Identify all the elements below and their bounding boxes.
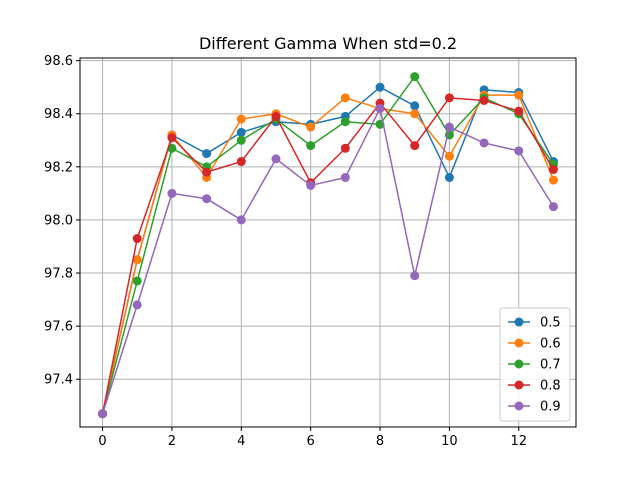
series-line <box>101 107 555 414</box>
series-0.9 <box>98 103 558 419</box>
chart-title: Different Gamma When std=0.2 <box>199 34 457 53</box>
data-point <box>410 72 420 82</box>
x-tick-label: 10 <box>441 434 458 449</box>
data-point <box>479 95 489 105</box>
data-point <box>375 103 385 113</box>
y-tick-label: 97.6 <box>44 320 73 335</box>
legend-marker <box>514 359 524 369</box>
data-point <box>548 175 558 185</box>
legend-marker <box>514 317 524 327</box>
legend-item: 0.8 <box>508 379 561 394</box>
legend-label: 0.6 <box>540 337 561 352</box>
data-point <box>236 157 246 167</box>
data-point <box>548 164 558 174</box>
data-point <box>340 93 350 103</box>
plot-frame <box>79 57 577 428</box>
legend: 0.5 0.6 0.7 0.8 0.9 <box>499 307 571 422</box>
x-tick-label: 6 <box>307 434 315 449</box>
data-point <box>375 82 385 92</box>
legend-label: 0.7 <box>540 358 561 373</box>
data-point <box>202 194 212 204</box>
data-point <box>98 409 108 419</box>
y-tick-label: 98.2 <box>44 160 73 175</box>
axis-ticks: 0 2 4 6 8 10 12 97.4 97.6 97.8 98.0 98.2 98.4 98.6 <box>44 54 527 449</box>
series-group <box>98 72 558 419</box>
data-point <box>479 138 489 148</box>
data-point <box>410 141 420 151</box>
legend-marker <box>514 338 524 348</box>
legend-label: 0.8 <box>540 379 561 394</box>
data-point <box>410 109 420 119</box>
data-point <box>271 154 281 164</box>
legend-marker <box>514 380 524 390</box>
data-point <box>306 122 316 132</box>
y-tick-label: 98.4 <box>44 107 73 122</box>
data-point <box>167 188 177 198</box>
data-point <box>132 234 142 244</box>
data-point <box>236 114 246 124</box>
data-point <box>132 276 142 286</box>
data-point <box>410 271 420 281</box>
x-tick-label: 0 <box>98 434 106 449</box>
data-point <box>514 106 524 116</box>
y-tick-label: 98.0 <box>44 213 73 228</box>
y-tick-label: 97.4 <box>44 373 73 388</box>
data-point <box>514 146 524 156</box>
data-point <box>340 172 350 182</box>
data-point <box>410 101 420 111</box>
data-point <box>236 135 246 145</box>
data-point <box>340 143 350 153</box>
data-point <box>306 180 316 190</box>
series-line <box>101 75 555 414</box>
data-point <box>444 122 454 132</box>
data-point <box>514 90 524 100</box>
legend-label: 0.9 <box>540 400 561 415</box>
legend-label: 0.5 <box>540 316 561 331</box>
series-line <box>101 94 555 414</box>
data-point <box>132 300 142 310</box>
data-point <box>132 255 142 265</box>
data-point <box>444 151 454 161</box>
x-tick-label: 4 <box>237 434 245 449</box>
y-tick-label: 98.6 <box>44 54 73 69</box>
legend-item: 0.9 <box>508 400 561 415</box>
legend-item: 0.6 <box>508 337 561 352</box>
legend-marker <box>514 401 524 411</box>
legend-item: 0.5 <box>508 316 561 331</box>
legend-item: 0.7 <box>508 358 561 373</box>
data-point <box>444 172 454 182</box>
data-point <box>444 93 454 103</box>
data-point <box>167 133 177 143</box>
data-point <box>236 127 246 137</box>
data-point <box>236 215 246 225</box>
x-tick-label: 2 <box>168 434 176 449</box>
data-point <box>202 149 212 159</box>
data-point <box>548 202 558 212</box>
data-point <box>271 111 281 121</box>
x-tick-label: 8 <box>376 434 384 449</box>
x-tick-label: 12 <box>510 434 527 449</box>
data-point <box>306 141 316 151</box>
y-tick-label: 97.8 <box>44 267 73 282</box>
legend-box <box>499 307 571 422</box>
data-point <box>202 167 212 177</box>
series-line <box>101 97 555 414</box>
data-point <box>340 117 350 127</box>
